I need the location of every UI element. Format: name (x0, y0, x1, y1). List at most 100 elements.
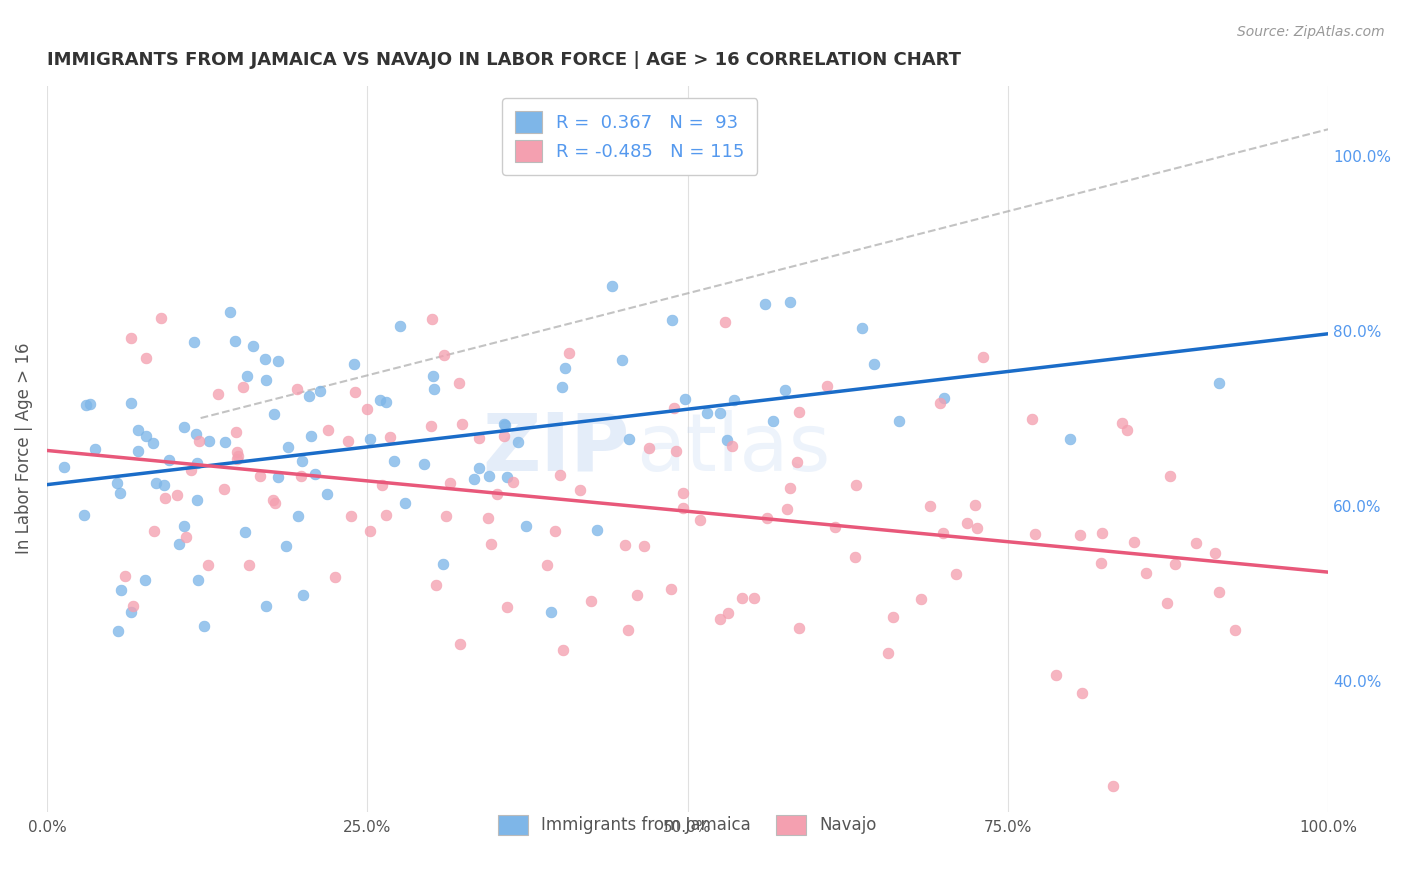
Point (723, 393, 745, 408)
Point (661, 312, 683, 326)
Text: IMMIGRANTS FROM JAMAICA VS NAVAJO IN LABOR FORCE | AGE > 16 CORRELATION CHART: IMMIGRANTS FROM JAMAICA VS NAVAJO IN LAB… (46, 51, 960, 69)
Point (150, 311, 173, 326)
Point (956, 516, 979, 530)
Point (709, 406, 731, 420)
Point (371, 478, 394, 492)
Point (479, 536, 502, 550)
Point (1091, 526, 1114, 541)
Point (79, 397, 101, 411)
Point (121, 606, 143, 620)
Point (844, 549, 866, 564)
Point (73, 508, 96, 522)
Point (318, 423, 340, 437)
Point (155, 491, 177, 505)
Point (889, 414, 911, 428)
Point (173, 419, 195, 434)
Point (309, 384, 332, 398)
Point (375, 394, 398, 409)
Point (672, 486, 695, 500)
Point (548, 468, 571, 483)
Point (52, 460, 75, 475)
Point (193, 618, 215, 632)
Point (263, 407, 285, 421)
Point (626, 588, 648, 602)
Point (254, 373, 277, 387)
Point (965, 498, 987, 512)
Point (775, 502, 797, 516)
Point (218, 305, 240, 319)
Point (225, 451, 247, 466)
Point (1021, 411, 1043, 425)
Point (277, 440, 299, 454)
Point (716, 433, 738, 447)
Point (659, 582, 682, 596)
Point (224, 334, 246, 349)
Point (344, 384, 367, 399)
Point (214, 483, 236, 497)
Point (110, 582, 132, 597)
Point (394, 496, 416, 510)
Point (449, 637, 471, 651)
Point (568, 483, 591, 497)
Point (920, 499, 942, 513)
Point (717, 606, 740, 620)
Point (180, 463, 202, 477)
Point (468, 431, 491, 445)
Point (285, 382, 308, 396)
Point (236, 368, 259, 383)
Point (787, 405, 810, 419)
Point (166, 488, 188, 502)
Point (617, 432, 640, 446)
Point (492, 429, 515, 443)
Point (617, 623, 640, 637)
Point (673, 392, 696, 406)
Point (664, 444, 686, 458)
Point (127, 443, 149, 458)
Point (945, 566, 967, 581)
Point (290, 468, 312, 483)
Point (226, 450, 249, 464)
Point (742, 591, 765, 606)
Text: Source: ZipAtlas.com: Source: ZipAtlas.com (1237, 25, 1385, 39)
Point (1102, 779, 1125, 793)
Point (174, 530, 197, 544)
Point (773, 383, 796, 397)
Point (142, 436, 165, 450)
Point (304, 467, 326, 481)
Point (1115, 423, 1137, 437)
Point (863, 357, 886, 371)
Point (108, 485, 131, 500)
Point (315, 487, 337, 501)
Point (413, 457, 436, 471)
Point (449, 376, 471, 390)
Point (779, 482, 801, 496)
Point (107, 624, 129, 639)
Point (786, 455, 808, 469)
Point (515, 519, 537, 533)
Point (851, 321, 873, 335)
Point (187, 574, 209, 588)
Point (75, 398, 97, 412)
Point (1024, 527, 1046, 541)
Text: atlas: atlas (637, 409, 831, 488)
Point (1204, 546, 1226, 560)
Point (267, 469, 290, 483)
Point (544, 524, 567, 538)
Point (167, 537, 190, 551)
Point (432, 557, 454, 571)
Point (721, 439, 744, 453)
Point (600, 278, 623, 293)
Point (336, 434, 359, 448)
Point (232, 380, 254, 394)
Point (451, 417, 474, 431)
Point (135, 429, 157, 443)
Point (672, 500, 695, 515)
Point (1208, 376, 1230, 391)
Point (613, 538, 636, 552)
Point (134, 573, 156, 587)
Point (709, 612, 731, 626)
Point (1122, 534, 1144, 549)
Point (972, 351, 994, 365)
Point (824, 520, 846, 534)
Point (434, 509, 457, 524)
